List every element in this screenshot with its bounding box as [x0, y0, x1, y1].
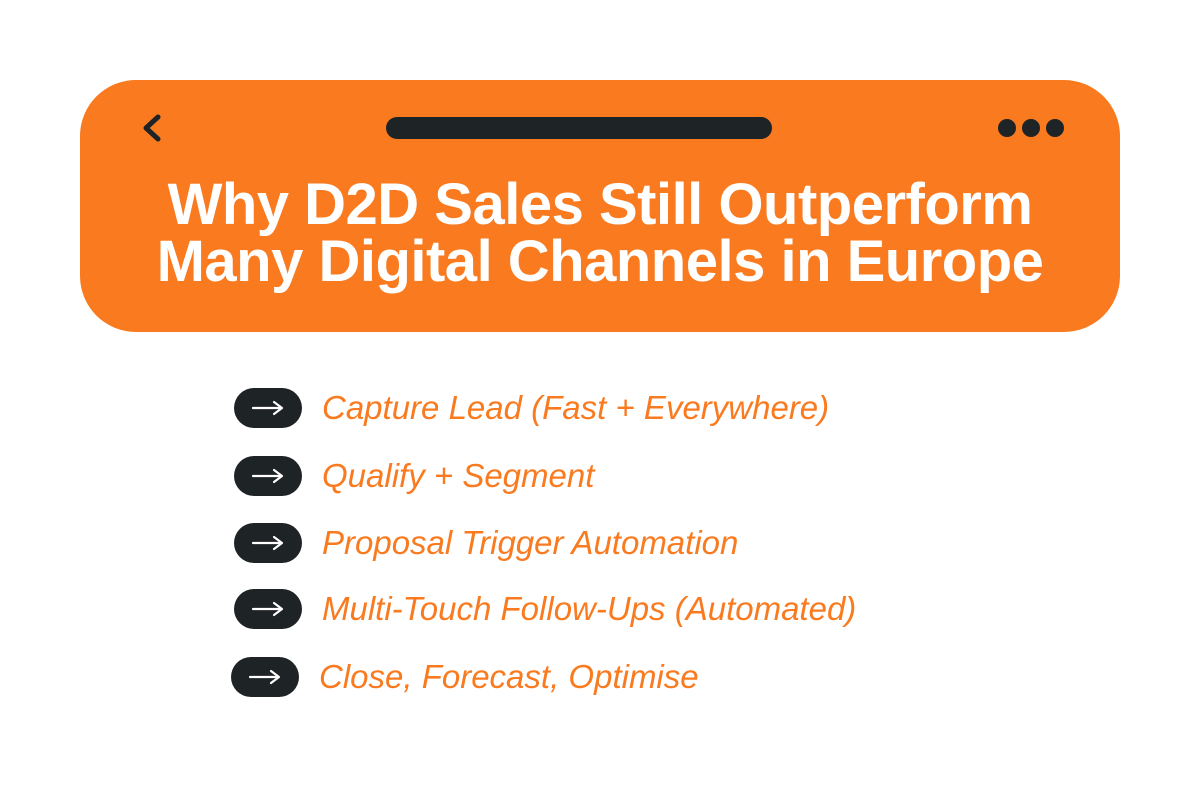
title-line: Why D2D Sales Still Outperform — [167, 172, 1033, 237]
step-item: Capture Lead (Fast + Everywhere) — [234, 386, 829, 430]
menu-button[interactable] — [998, 119, 1064, 137]
arrow-badge — [234, 456, 302, 496]
arrow-badge — [234, 388, 302, 428]
arrow-icon — [251, 601, 284, 617]
step-item: Close, Forecast, Optimise — [231, 655, 699, 699]
arrow-icon — [251, 400, 284, 416]
arrow-badge — [231, 657, 299, 697]
step-item: Multi-Touch Follow-Ups (Automated) — [234, 587, 856, 631]
back-button[interactable] — [143, 114, 161, 142]
step-text: Close, Forecast, Optimise — [319, 658, 699, 695]
title-line: Many Digital Channels in Europe — [156, 229, 1044, 294]
arrow-badge — [234, 523, 302, 563]
step-text: Multi-Touch Follow-Ups (Automated) — [322, 590, 857, 627]
step-text: Qualify + Segment — [322, 457, 595, 494]
step-text: Capture Lead (Fast + Everywhere) — [322, 389, 830, 426]
browser-bar — [143, 114, 1064, 142]
address-bar[interactable] — [386, 117, 772, 139]
step-item: Qualify + Segment — [234, 454, 594, 498]
arrow-badge — [234, 589, 302, 629]
step-item: Proposal Trigger Automation — [234, 521, 738, 565]
arrow-icon — [248, 669, 281, 685]
arrow-icon — [251, 468, 284, 484]
arrow-icon — [251, 535, 284, 551]
step-text: Proposal Trigger Automation — [322, 524, 739, 561]
